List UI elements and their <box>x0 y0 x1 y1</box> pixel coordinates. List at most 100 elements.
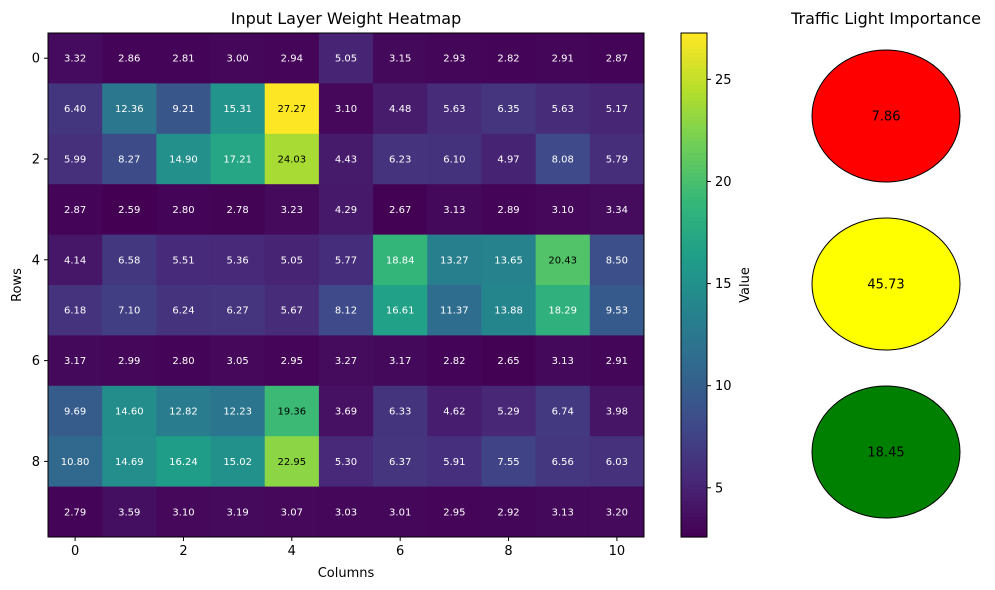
colorbar-segment <box>681 69 707 74</box>
colorbar-segment <box>681 209 707 214</box>
colorbar-segment <box>681 349 707 354</box>
colorbar-segment <box>681 417 707 422</box>
heatmap-cell <box>373 385 428 437</box>
colorbar-segment <box>681 261 707 266</box>
heatmap-cell <box>373 486 428 538</box>
colorbar-segment <box>681 481 707 486</box>
heatmap-cell-label: 5.30 <box>335 457 357 468</box>
colorbar-segment <box>681 125 707 130</box>
heatmap-cell <box>427 385 482 437</box>
heatmap-cell-label: 13.27 <box>440 255 469 266</box>
heatmap-cell <box>48 234 103 286</box>
heatmap-cell <box>48 335 103 387</box>
heatmap-cell <box>535 486 591 538</box>
colorbar-segment <box>681 185 707 190</box>
heatmap-cell <box>264 184 320 236</box>
colorbar-segment <box>681 513 707 518</box>
colorbar-segment <box>681 453 707 458</box>
colorbar <box>681 33 707 538</box>
heatmap-cell <box>156 436 212 488</box>
heatmap-cell <box>156 335 212 387</box>
colorbar-segment <box>681 153 707 158</box>
heatmap-cell <box>48 436 103 488</box>
colorbar-segment <box>681 469 707 474</box>
colorbar-segment <box>681 377 707 382</box>
heatmap-cell-label: 12.36 <box>115 104 144 115</box>
heatmap-cell-label: 3.13 <box>552 507 574 518</box>
heatmap-cell <box>210 184 266 236</box>
heatmap-cell <box>427 83 482 135</box>
heatmap-cell-label: 3.00 <box>227 54 249 65</box>
colorbar-segment <box>681 497 707 502</box>
colorbar-segment <box>681 365 707 370</box>
heatmap-cell-label: 2.87 <box>606 54 628 65</box>
colorbar-segment <box>681 257 707 262</box>
heatmap-cell-label: 5.63 <box>552 104 574 115</box>
colorbar-segment <box>681 37 707 42</box>
heatmap-cell-label: 5.05 <box>335 54 357 65</box>
colorbar-segment <box>681 237 707 242</box>
heatmap-cell-label: 14.60 <box>115 407 144 418</box>
colorbar-segment <box>681 421 707 426</box>
heatmap-cell <box>481 234 537 286</box>
heatmap-title: Input Layer Weight Heatmap <box>231 9 462 28</box>
heatmap-cell <box>535 385 591 437</box>
heatmap-cell <box>535 285 591 336</box>
heatmap-cell-label: 5.99 <box>64 155 86 166</box>
heatmap-cell-label: 13.88 <box>494 306 523 317</box>
heatmap-cell-label: 3.19 <box>227 507 249 518</box>
colorbar-segment <box>681 273 707 278</box>
heatmap-cell <box>318 486 374 538</box>
heatmap-cell-label: 2.95 <box>443 507 465 518</box>
heatmap-cell-label: 4.29 <box>335 205 357 216</box>
colorbar-segment <box>681 341 707 346</box>
y-tick-label: 2 <box>32 153 40 168</box>
colorbar-segment <box>681 445 707 450</box>
heatmap-cell <box>589 83 645 135</box>
heatmap-cell <box>427 133 482 185</box>
colorbar-segment <box>681 485 707 490</box>
heatmap-cell <box>210 33 266 84</box>
colorbar-segment <box>681 429 707 434</box>
colorbar-segment <box>681 505 707 510</box>
colorbar-segment <box>681 389 707 394</box>
heatmap-cell <box>156 184 212 236</box>
heatmap-cell-label: 12.82 <box>169 407 198 418</box>
heatmap-cell <box>264 335 320 387</box>
heatmap-cell-label: 2.93 <box>443 54 465 65</box>
heatmap-cell-label: 2.86 <box>118 54 140 65</box>
heatmap-cell-label: 15.31 <box>223 104 252 115</box>
heatmap-cell <box>589 285 645 336</box>
colorbar-segment <box>681 65 707 70</box>
y-axis-ticks: 0 2 4 6 8 <box>32 52 48 470</box>
heatmap-cell <box>210 285 266 336</box>
colorbar-segment <box>681 285 707 290</box>
x-tick-label: 6 <box>396 544 404 559</box>
heatmap-cell-label: 22.95 <box>277 457 306 468</box>
heatmap-cell <box>427 436 482 488</box>
x-tick-label: 2 <box>179 544 187 559</box>
heatmap-cell-label: 2.65 <box>497 356 519 367</box>
colorbar-segment <box>681 77 707 82</box>
heatmap-cell <box>264 133 320 185</box>
x-axis-label: Columns <box>318 566 375 581</box>
y-tick-label: 8 <box>32 455 40 470</box>
colorbar-segment <box>681 393 707 398</box>
colorbar-segment <box>681 109 707 114</box>
colorbar-segment <box>681 357 707 362</box>
colorbar-segment <box>681 213 707 218</box>
colorbar-segment <box>681 145 707 150</box>
heatmap-cell-label: 4.62 <box>443 407 465 418</box>
colorbar-segment <box>681 521 707 526</box>
heatmap-cell-label: 6.27 <box>227 306 249 317</box>
heatmap-cell <box>535 335 591 387</box>
heatmap-cell <box>427 335 482 387</box>
colorbar-label: Value <box>738 267 753 303</box>
heatmap-cell-label: 6.03 <box>606 457 628 468</box>
traffic-light-red-value: 7.86 <box>872 110 901 125</box>
heatmap-cell <box>264 385 320 437</box>
colorbar-segment <box>681 465 707 470</box>
x-tick-label: 4 <box>288 544 296 559</box>
heatmap-cell-label: 2.80 <box>172 205 194 216</box>
heatmap-cell <box>156 33 212 84</box>
